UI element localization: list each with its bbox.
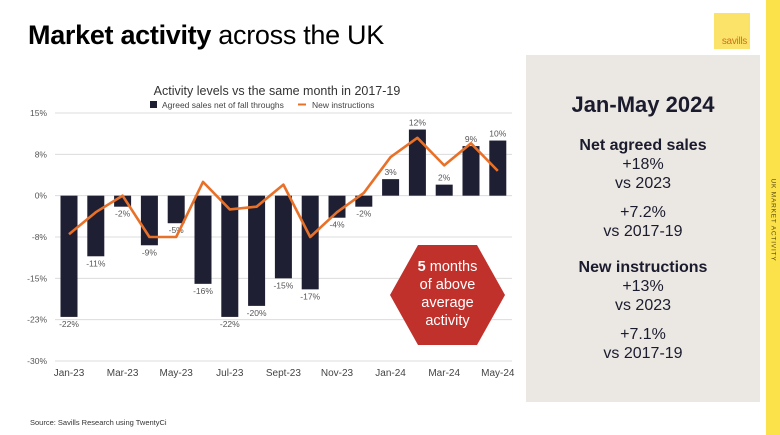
bar-labels: -22% -11% -2% -9% -5% -16% -22% -20% -15% -17% -4%… <box>59 118 507 329</box>
bar <box>248 195 266 306</box>
bar-label: 3% <box>384 167 397 177</box>
bar-label: -16% <box>193 286 213 296</box>
summary-compare: vs 2023 <box>614 175 672 192</box>
bar-label: -20% <box>247 308 267 318</box>
x-tick-label: May-24 <box>481 368 515 379</box>
bar-label: -11% <box>86 258 106 268</box>
y-tick-label: -30% <box>27 356 47 366</box>
bar-label: 10% <box>489 129 506 139</box>
x-tick-label: Jan-23 <box>54 368 85 379</box>
x-tick-label: Jul-23 <box>216 368 244 379</box>
bar <box>167 195 185 224</box>
legend-bar-label: Agreed sales net of fall throughs <box>162 100 284 110</box>
summary-value: +13% <box>622 278 664 295</box>
bar-label: 2% <box>438 173 451 183</box>
bar <box>194 195 212 284</box>
summary-net-agreed-sales: Net agreed sales +18% vs 2023 +7.2% vs 2… <box>526 137 760 241</box>
source-note: Source: Savills Research using TwentyCi <box>30 418 167 427</box>
bar <box>382 179 400 196</box>
summary-value: +7.1% <box>620 326 666 343</box>
bar <box>87 195 105 257</box>
y-tick-label: -15% <box>27 273 47 283</box>
y-tick-label: 8% <box>35 149 48 159</box>
summary-new-instructions: New instructions +13% vs 2023 +7.1% vs 2… <box>526 259 760 363</box>
bar <box>435 184 453 196</box>
summary-compare: vs 2017-19 <box>603 345 683 362</box>
x-tick-label: Jan-24 <box>375 368 406 379</box>
callout-hexagon <box>390 245 505 345</box>
x-tick-label: Sept-23 <box>266 368 301 379</box>
callout-number: 5 <box>417 259 426 275</box>
legend-line-label: New instructions <box>312 100 374 110</box>
page-title-bold: Market activity <box>28 20 212 50</box>
bar-label: 12% <box>409 118 426 128</box>
bar <box>355 195 373 207</box>
new-instructions-line <box>68 136 499 239</box>
x-tick-label: Mar-23 <box>107 368 139 379</box>
page-title-rest: across the UK <box>211 20 384 50</box>
callout-line2: of above <box>419 277 476 293</box>
bar <box>489 140 507 196</box>
bar <box>301 195 319 290</box>
legend-bar-swatch <box>150 101 157 108</box>
summary-period: Jan-May 2024 <box>571 92 715 117</box>
bar <box>114 195 132 207</box>
bar-label: -5% <box>169 225 185 235</box>
bar-label: -22% <box>59 319 79 329</box>
summary-heading: New instructions <box>578 259 708 276</box>
y-tick-label: 0% <box>35 191 48 201</box>
bar <box>60 195 78 317</box>
x-tick-label: May-23 <box>160 368 194 379</box>
bars <box>60 129 507 317</box>
bar-label: -9% <box>142 247 158 257</box>
callout-text: 5 months of above average activity <box>390 258 505 330</box>
page-title: Market activity across the UK <box>28 20 384 51</box>
legend: Agreed sales net of fall throughs New in… <box>150 100 374 110</box>
bar <box>408 129 426 196</box>
bar-label: -2% <box>115 209 131 219</box>
x-tick-label: Mar-24 <box>428 368 460 379</box>
x-tick-label: Nov-23 <box>321 368 354 379</box>
y-tick-label: -8% <box>32 232 48 242</box>
summary-compare: vs 2023 <box>614 297 672 314</box>
bar-label: -22% <box>220 319 240 329</box>
x-axis: Jan-23 Mar-23 May-23 Jul-23 Sept-23 Nov-23 Jan… <box>54 368 515 379</box>
savills-logo: savills <box>714 13 750 49</box>
bar-label: -2% <box>356 209 372 219</box>
bar-label: -4% <box>329 220 345 230</box>
bar <box>274 195 292 279</box>
summary-heading: Net agreed sales <box>579 137 707 154</box>
logo-text: savills <box>721 36 747 47</box>
y-axis: 15% 8% 0% -8% -15% -23% -30% <box>27 108 47 366</box>
callout-line1: months <box>425 259 478 275</box>
side-strip <box>766 0 780 435</box>
bar <box>140 195 158 246</box>
summary-value: +7.2% <box>620 204 666 221</box>
bar-label: -15% <box>273 280 293 290</box>
bar-label: 9% <box>465 134 478 144</box>
bar <box>328 195 346 218</box>
y-tick-label: -23% <box>27 315 47 325</box>
summary-panel: Jan-May 2024 Net agreed sales +18% vs 20… <box>526 55 760 402</box>
summary-compare: vs 2017-19 <box>603 223 683 240</box>
callout-line3: average <box>421 295 474 311</box>
bar <box>221 195 239 317</box>
y-tick-label: 15% <box>30 108 47 118</box>
summary-value: +18% <box>622 156 664 173</box>
bar-label: -17% <box>300 291 320 301</box>
chart-title: Activity levels vs the same month in 201… <box>154 84 401 98</box>
bar <box>462 146 480 196</box>
callout-line4: activity <box>425 313 470 329</box>
